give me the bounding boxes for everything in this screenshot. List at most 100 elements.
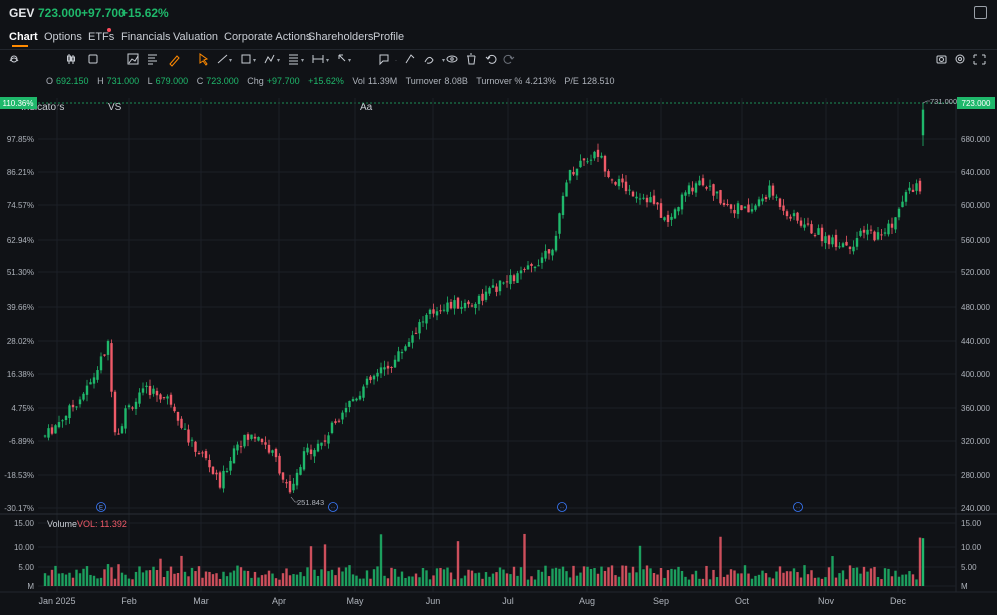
- exit-fullscreen-icon[interactable]: [974, 6, 987, 19]
- tab-corporate-actions[interactable]: Corporate Actions: [224, 31, 312, 43]
- candle-type-icon[interactable]: [67, 54, 75, 64]
- volume-bar: [243, 570, 246, 586]
- x-tick-label: May: [346, 596, 364, 606]
- volume-bar: [715, 577, 719, 586]
- volume-bar: [124, 574, 127, 586]
- indicators-button[interactable]: Indicators: [21, 102, 65, 113]
- candle: [432, 303, 435, 318]
- compare-vs-button[interactable]: VS: [108, 102, 122, 113]
- volume-bar: [397, 576, 400, 586]
- brush-icon[interactable]: [169, 55, 180, 67]
- volume-bar: [754, 575, 757, 586]
- close-value: 723.000: [206, 76, 239, 86]
- candle: [64, 414, 68, 426]
- event-marker[interactable]: ···: [793, 502, 803, 512]
- candle: [740, 205, 743, 211]
- magnet-icon[interactable]: [424, 56, 434, 64]
- y-left-tick: -18.53%: [4, 471, 34, 480]
- text-list-icon[interactable]: [148, 54, 157, 65]
- volume-bar: [488, 576, 491, 586]
- candle: [883, 228, 887, 237]
- price-change-pct: +15.62%: [121, 6, 169, 20]
- arrow-tool-icon[interactable]: [338, 54, 346, 62]
- volume-bar: [915, 579, 918, 586]
- trash-icon[interactable]: [467, 53, 476, 65]
- volume-bar: [292, 574, 295, 586]
- volume-bar: [246, 570, 250, 586]
- fullscreen-icon[interactable]: [973, 54, 986, 65]
- vol-left-tick: 10.00: [14, 543, 35, 552]
- camera-icon[interactable]: [936, 55, 947, 64]
- tab-profile[interactable]: Profile: [373, 31, 405, 43]
- rectangle-tool-icon[interactable]: [241, 54, 251, 64]
- volume-bar: [414, 573, 418, 586]
- candle: [124, 405, 127, 434]
- event-marker[interactable]: ···: [557, 502, 567, 512]
- candle: [152, 385, 155, 397]
- cursor-icon[interactable]: [199, 53, 209, 66]
- volume-bar: [250, 577, 253, 586]
- trend-line-icon[interactable]: [217, 54, 228, 64]
- candle: [435, 306, 439, 321]
- candle: [330, 421, 334, 435]
- volume-bar: [540, 571, 544, 586]
- candle: [596, 143, 600, 162]
- candle: [141, 382, 145, 396]
- layout-icon[interactable]: [88, 54, 98, 64]
- candle: [502, 281, 505, 285]
- event-marker[interactable]: E: [96, 502, 106, 512]
- volume-bar: [859, 573, 862, 586]
- candle: [418, 319, 421, 340]
- turnover-pct-value: 4.213%: [525, 76, 556, 86]
- volume-value: VOL: 11.392: [77, 519, 127, 529]
- volume-bar: [806, 574, 810, 586]
- event-marker[interactable]: ···: [328, 502, 338, 512]
- fib-tool-icon[interactable]: [289, 54, 298, 65]
- indicators-icon[interactable]: [9, 55, 19, 63]
- volume-bar: [61, 573, 64, 586]
- pattern-tool-icon[interactable]: [264, 54, 275, 64]
- measure-tool-icon[interactable]: [312, 55, 324, 63]
- tab-etfs[interactable]: ETFs: [88, 31, 115, 43]
- notification-dot: [107, 28, 111, 32]
- candle: [614, 181, 617, 186]
- settings-gear-icon[interactable]: [955, 54, 965, 64]
- tab-financials[interactable]: Financials: [121, 31, 171, 43]
- divider: [0, 49, 997, 50]
- volume-bar: [362, 578, 365, 586]
- y-right-tick: 360.000: [961, 404, 990, 413]
- eye-icon[interactable]: [446, 55, 458, 63]
- candle: [869, 225, 873, 234]
- undo-icon[interactable]: [485, 54, 497, 64]
- compare-chart-icon[interactable]: [127, 53, 139, 65]
- volume-bar: [656, 574, 659, 586]
- ruler-icon[interactable]: [405, 54, 415, 64]
- volume-bar: [547, 576, 551, 586]
- redo-icon[interactable]: [503, 54, 515, 64]
- pe-label: P/E: [564, 76, 579, 86]
- svg-text:···: ···: [560, 506, 565, 512]
- tab-valuation[interactable]: Valuation: [173, 31, 219, 43]
- candle: [719, 189, 722, 205]
- volume-bar: [852, 568, 855, 586]
- y-left-tick: 97.85%: [7, 135, 34, 144]
- volume-bar: [449, 572, 453, 586]
- text-tool-button[interactable]: Aa: [360, 102, 373, 113]
- candle: [117, 428, 120, 435]
- volume-bar: [421, 567, 425, 586]
- volume-bar: [610, 565, 614, 586]
- candle: [190, 437, 194, 447]
- volume-bar: [302, 576, 306, 586]
- candle: [600, 152, 603, 159]
- tab-options[interactable]: Options: [44, 31, 82, 43]
- candle: [285, 479, 288, 488]
- low-price-label: 251.843: [297, 498, 324, 507]
- comment-icon[interactable]: [379, 54, 389, 66]
- tab-chart[interactable]: Chart: [9, 31, 38, 43]
- candle: [575, 168, 579, 180]
- candle: [309, 444, 313, 460]
- candle: [817, 224, 820, 235]
- tab-shareholders[interactable]: Shareholders: [308, 31, 374, 43]
- volume-bar: [638, 545, 642, 586]
